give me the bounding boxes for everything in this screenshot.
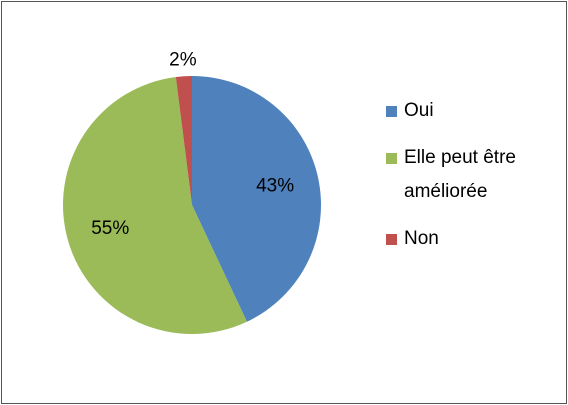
legend-item: Non	[386, 222, 536, 256]
legend-item: Elle peut être améliorée	[386, 141, 536, 209]
pie-slice	[192, 76, 321, 322]
legend-label: Non	[404, 228, 439, 249]
legend-label: Elle peut être améliorée	[404, 147, 516, 202]
data-label: 43%	[256, 175, 294, 196]
data-label: 2%	[169, 49, 197, 70]
legend-swatch	[386, 106, 397, 117]
legend-swatch	[386, 153, 397, 164]
pie-slice	[62, 77, 247, 334]
legend: Oui Elle peut être améliorée Non	[386, 94, 536, 269]
legend-item: Oui	[386, 94, 536, 128]
legend-swatch	[386, 234, 397, 245]
legend-label: Oui	[404, 100, 434, 121]
pie-slice	[175, 76, 192, 205]
data-label: 55%	[91, 218, 129, 239]
